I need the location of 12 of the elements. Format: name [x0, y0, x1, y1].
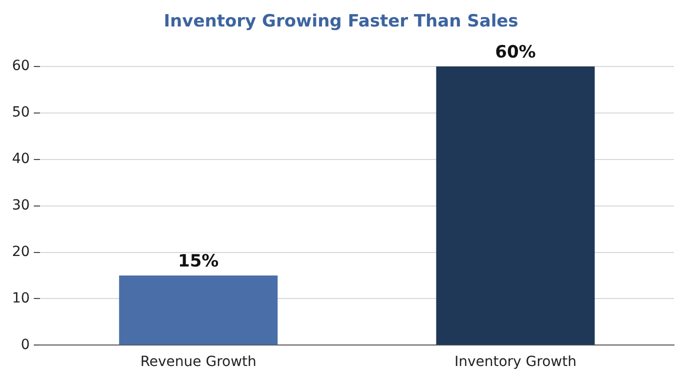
- chart-title: Inventory Growing Faster Than Sales: [164, 12, 518, 32]
- y-tick-label: 0: [20, 336, 30, 353]
- y-tick-label: 30: [12, 197, 30, 214]
- y-tick-label: 50: [12, 104, 30, 121]
- data-label: 60%: [495, 42, 536, 62]
- y-tick-label: 60: [12, 58, 30, 74]
- y-tick-label: 20: [12, 244, 30, 260]
- x-tick-label: Inventory Growth: [454, 354, 576, 370]
- y-tick-label: 40: [12, 150, 30, 167]
- x-tick-label: Revenue Growth: [140, 354, 256, 370]
- data-label: 15%: [178, 251, 219, 272]
- y-tick-label: 10: [12, 290, 30, 306]
